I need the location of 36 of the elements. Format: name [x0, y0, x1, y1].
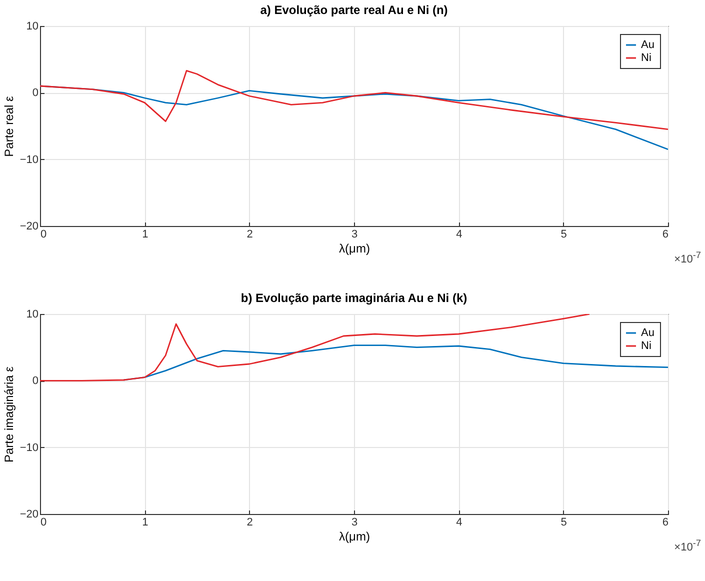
legend-label: Ni — [641, 340, 652, 352]
x-tick-label: 1 — [142, 516, 148, 528]
y-axis-title: Parte imaginária ε — [2, 366, 16, 463]
legend-label: Ni — [641, 52, 652, 64]
x-tick-label: 2 — [246, 228, 253, 240]
legend-label: Au — [641, 327, 654, 339]
line-series — [40, 70, 668, 130]
x-tick-label: 3 — [351, 228, 358, 240]
x-tick-label: 4 — [456, 516, 462, 528]
y-tick-label: 0 — [32, 375, 38, 388]
x-tick-label: 4 — [456, 228, 462, 240]
y-tick-label: −20 — [20, 220, 38, 232]
x-tick-label: 6 — [662, 228, 668, 240]
y-tick-label: −10 — [20, 154, 38, 166]
chart-title: a) Evolução parte real Au e Ni (n) — [260, 3, 448, 17]
x-tick-label: 0 — [40, 516, 47, 528]
y-axis-title: Parte real ε — [2, 96, 16, 157]
y-tick-label: −20 — [20, 508, 38, 520]
text: ×10$^{-7}$ — [674, 538, 701, 554]
line-series — [40, 314, 590, 382]
x-axis-title: λ(μm) — [339, 530, 370, 544]
x-tick-label: 5 — [560, 516, 567, 528]
text: ×10$^{-7}$ — [674, 250, 701, 266]
chart-title: b) Evolução parte imaginária Au e Ni (k) — [240, 291, 468, 305]
x-axis-title: λ(μm) — [339, 242, 370, 256]
y-tick-label: 10 — [26, 20, 38, 32]
x-tick-label: 3 — [351, 516, 358, 528]
y-tick-label: 10 — [26, 308, 38, 320]
x-tick-label: 2 — [246, 516, 253, 528]
x-tick-label: 6 — [662, 516, 668, 528]
x-tick-label: 1 — [142, 228, 148, 240]
legend-label: Au — [641, 39, 654, 51]
y-tick-label: −10 — [20, 442, 38, 454]
x-tick-label: 0 — [40, 228, 47, 240]
y-tick-label: 0 — [32, 87, 38, 100]
x-tick-label: 5 — [560, 228, 567, 240]
